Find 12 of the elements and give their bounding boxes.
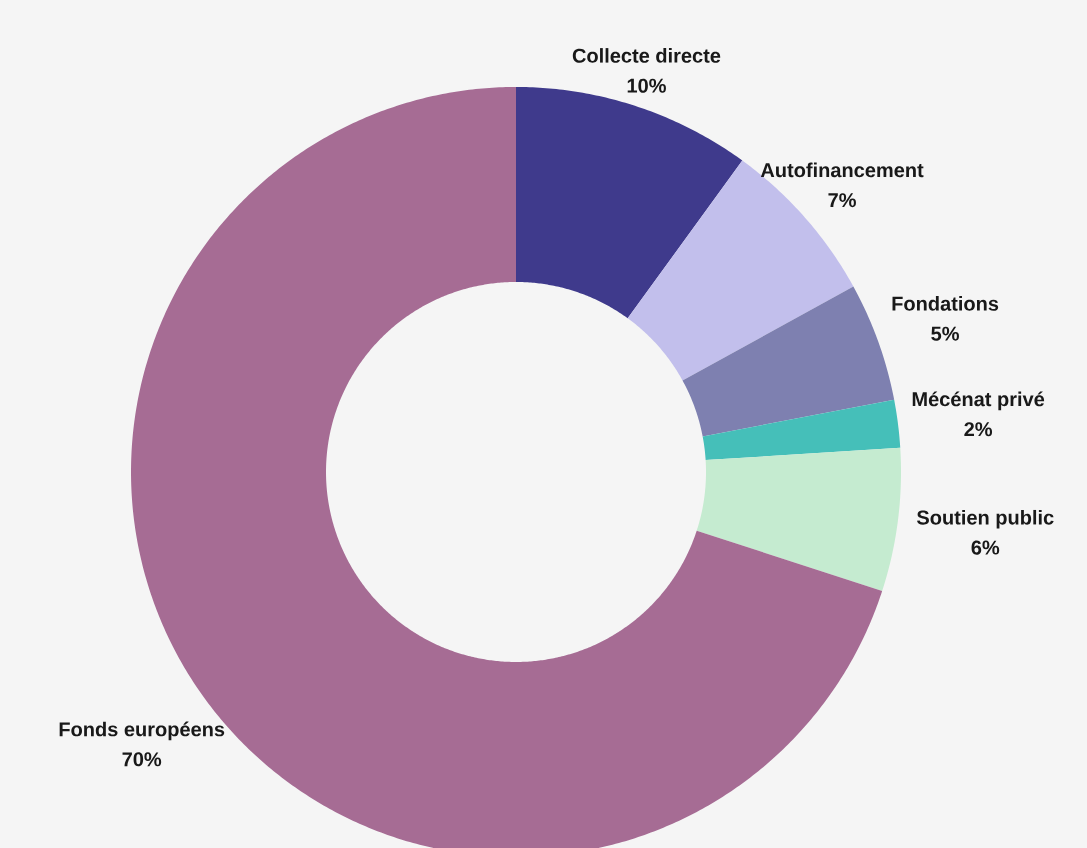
data-label: 6% [971, 540, 1000, 555]
slice-label: Soutien public [916, 509, 1054, 529]
data-label: 7% [828, 193, 856, 208]
data-label: 70% [122, 752, 162, 767]
slice-label: Fondations [892, 296, 999, 311]
slice-label: Mécénat privé [912, 391, 1045, 411]
data-label: 5% [931, 326, 959, 341]
slice-label: Autofinancement [760, 162, 924, 178]
slice-label: Collecte directe [572, 48, 721, 63]
slice-label: Fonds européens [59, 721, 225, 741]
data-label: 2% [964, 422, 993, 437]
data-label: 10% [627, 78, 666, 93]
